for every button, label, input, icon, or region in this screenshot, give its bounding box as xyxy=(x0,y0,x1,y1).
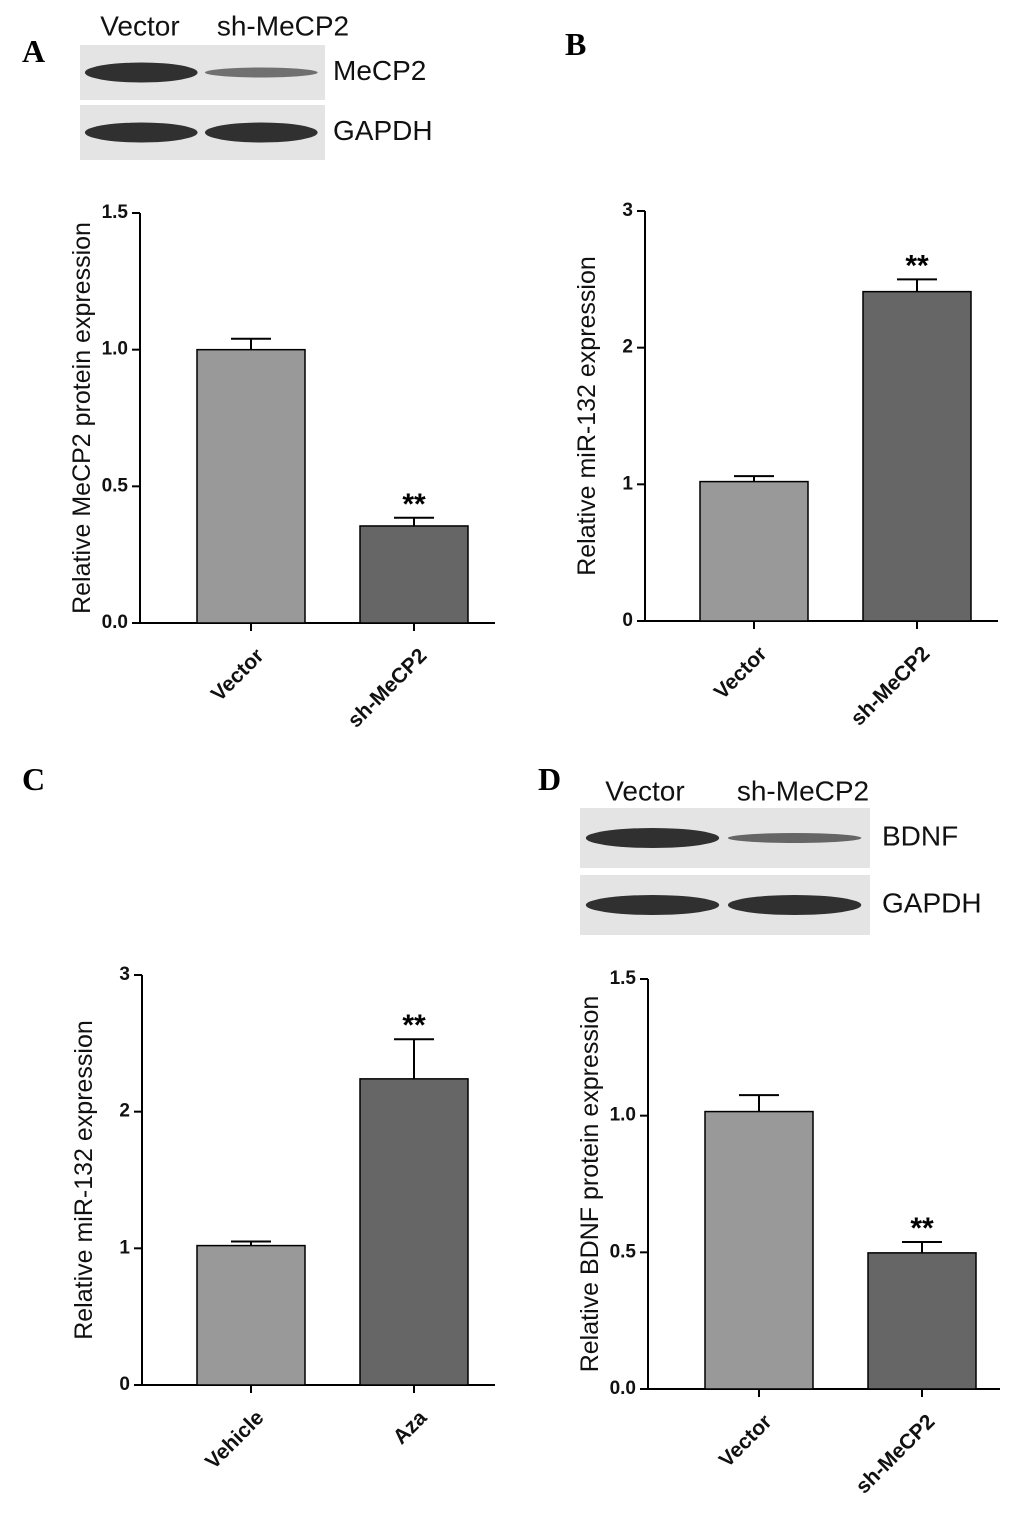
bar xyxy=(699,480,809,622)
x-tick-label: Vehicle xyxy=(201,1406,268,1473)
panel-letter: D xyxy=(538,761,561,797)
bar xyxy=(359,525,469,624)
y-tick-label: 1.0 xyxy=(102,339,128,360)
blot-band xyxy=(727,895,862,915)
blot-band xyxy=(204,122,318,143)
x-tick-label: sh-MeCP2 xyxy=(343,644,431,732)
y-tick-label: 0.5 xyxy=(102,475,129,496)
x-tick-label: sh-MeCP2 xyxy=(851,1410,939,1498)
error-bar xyxy=(897,278,937,292)
panel-letter: C xyxy=(22,761,45,797)
lane-label: sh-MeCP2 xyxy=(217,10,349,41)
x-tick-label: sh-MeCP2 xyxy=(846,642,934,730)
band-label: BDNF xyxy=(882,820,958,851)
y-tick-label: 1 xyxy=(119,1237,130,1258)
blot-band xyxy=(204,67,318,78)
y-tick-label: 2 xyxy=(119,1101,130,1122)
bar xyxy=(704,1110,814,1390)
significance: ** xyxy=(402,488,426,521)
y-tick-label: 0.5 xyxy=(610,1241,637,1262)
error-bar xyxy=(394,1038,434,1079)
blot-band xyxy=(84,62,198,83)
error-bar xyxy=(734,475,774,482)
y-tick-label: 0.0 xyxy=(102,612,128,633)
significance: ** xyxy=(905,249,929,282)
error-bar xyxy=(739,1094,779,1112)
band-label: MeCP2 xyxy=(333,55,426,86)
bar xyxy=(196,1244,306,1386)
y-tick-label: 1.0 xyxy=(610,1105,636,1126)
y-tick-label: 1.5 xyxy=(610,968,637,989)
blot-band xyxy=(585,895,720,915)
error-bar xyxy=(902,1240,942,1253)
panel-letter: B xyxy=(565,26,586,62)
lane-label: sh-MeCP2 xyxy=(737,775,869,806)
blot-band xyxy=(585,828,720,848)
significance: ** xyxy=(402,1009,426,1042)
y-axis-label: Relative MeCP2 protein expression xyxy=(68,222,96,614)
y-tick-label: 1 xyxy=(622,473,633,494)
bar xyxy=(867,1252,977,1390)
band-label: GAPDH xyxy=(882,887,982,918)
blot-band xyxy=(84,122,198,143)
y-tick-label: 0 xyxy=(119,1374,130,1395)
x-tick-label: Vector xyxy=(710,642,772,704)
y-axis-label: Relative BDNF protein expression xyxy=(576,996,604,1373)
y-tick-label: 0.0 xyxy=(610,1378,636,1399)
x-tick-label: Vector xyxy=(715,1410,777,1472)
lane-label: Vector xyxy=(605,775,684,806)
significance: ** xyxy=(910,1212,934,1245)
panel-letter: A xyxy=(22,33,45,69)
lane-label: Vector xyxy=(100,10,179,41)
error-bar xyxy=(231,1240,271,1246)
bar xyxy=(196,348,306,624)
y-axis-label: Relative miR-132 expression xyxy=(70,1020,98,1340)
x-tick-label: Vector xyxy=(207,644,269,706)
y-tick-label: 0 xyxy=(622,610,633,631)
bar xyxy=(359,1078,469,1386)
band-label: GAPDH xyxy=(333,115,433,146)
y-tick-label: 3 xyxy=(622,200,633,221)
x-tick-label: Aza xyxy=(389,1406,432,1449)
bar xyxy=(862,290,972,622)
error-bar xyxy=(231,337,271,350)
y-tick-label: 2 xyxy=(622,337,633,358)
y-tick-label: 3 xyxy=(119,964,130,985)
error-bar xyxy=(394,516,434,526)
y-tick-label: 1.5 xyxy=(102,202,129,223)
y-axis-label: Relative miR-132 expression xyxy=(573,256,601,576)
blot-band xyxy=(727,833,862,843)
